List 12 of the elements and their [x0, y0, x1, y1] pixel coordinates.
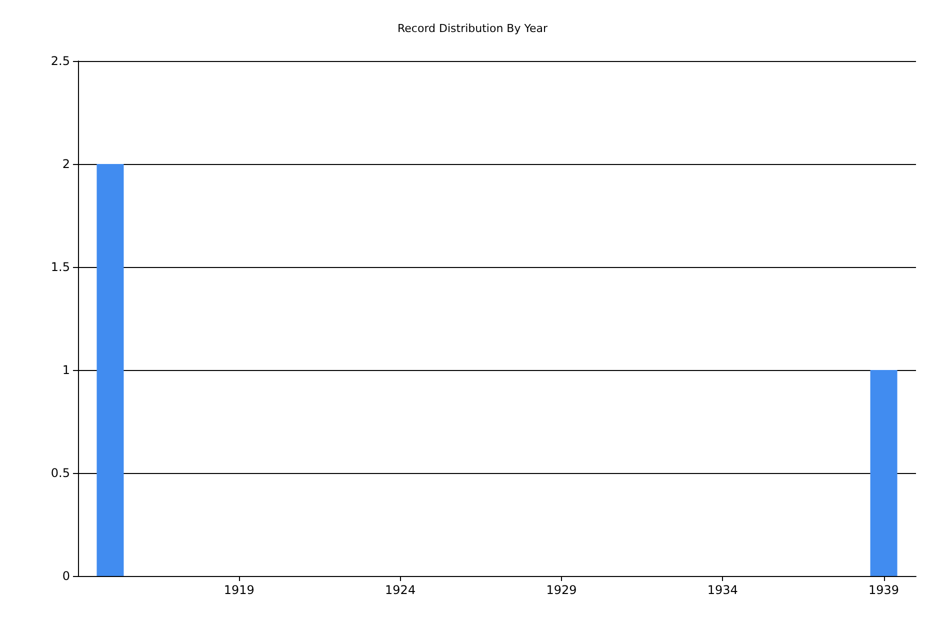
y-tick-label: 2 [62, 157, 70, 171]
y-tick-label: 0.5 [50, 466, 70, 480]
y-tick-label: 2.5 [50, 54, 70, 68]
y-tick-label: 0 [62, 569, 70, 583]
chart-title: Record Distribution By Year [397, 22, 548, 35]
y-tick-label: 1.5 [50, 260, 70, 274]
y-tick-label: 1 [62, 363, 70, 377]
x-tick-label: 1939 [868, 583, 900, 597]
x-tick-label: 1924 [385, 583, 416, 597]
x-tick-label: 1934 [707, 583, 738, 597]
x-tick-label: 1919 [224, 583, 254, 597]
x-tick-label: 1929 [546, 583, 577, 597]
